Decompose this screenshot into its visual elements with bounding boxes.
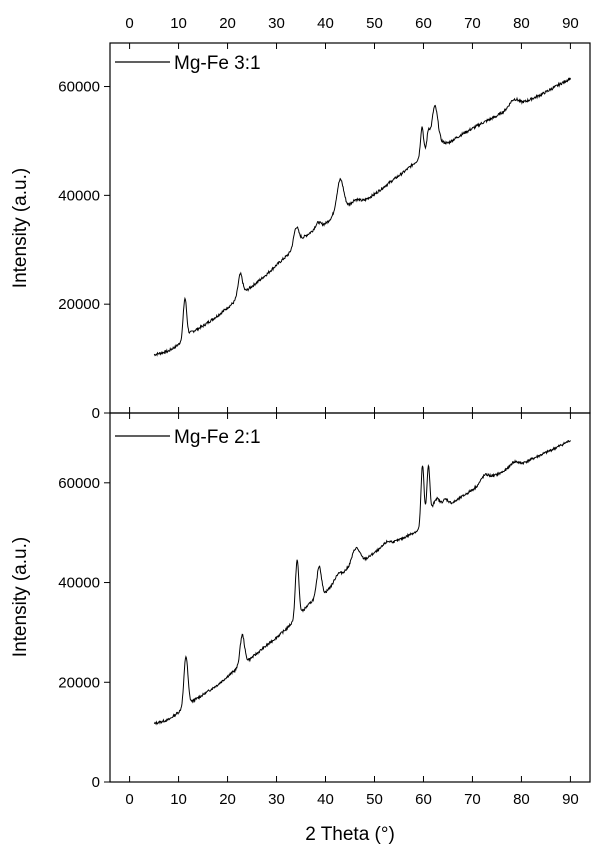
top-y-tick-label: 60000: [58, 79, 100, 96]
top-legend-label: Mg-Fe 3:1: [174, 53, 261, 74]
top-x-tick-label: 0: [125, 15, 133, 32]
bottom-y-tick-label: 0: [92, 774, 100, 791]
bottom-y-tick-label: 40000: [58, 575, 100, 592]
bottom-y-axis-title: Intensity (a.u.): [10, 537, 31, 657]
bottom-x-tick-label: 80: [513, 791, 530, 808]
top-y-axis-title: Intensity (a.u.): [10, 168, 31, 288]
bottom-y-tick-label: 60000: [58, 475, 100, 492]
top-x-tick-label: 30: [268, 15, 285, 32]
bottom-x-tick-label: 50: [366, 791, 383, 808]
bottom-x-tick-label: 0: [125, 791, 133, 808]
top-x-tick-label: 20: [219, 15, 236, 32]
bottom-x-tick-label: 20: [219, 791, 236, 808]
top-x-tick-label: 10: [170, 15, 187, 32]
bottom-x-tick-label: 30: [268, 791, 285, 808]
top-x-axis-ticks: 0 10 20 30 40 50 60 70 80 90: [125, 15, 579, 413]
top-x-tick-label: 90: [562, 15, 579, 32]
bottom-x-tick-label: 40: [317, 791, 334, 808]
bottom-plot-frame: [109, 412, 591, 783]
top-x-tick-label: 80: [513, 15, 530, 32]
top-x-tick-label: 50: [366, 15, 383, 32]
bottom-y-tick-label: 20000: [58, 674, 100, 691]
bottom-y-axis-ticks: 0 20000 40000 60000: [58, 475, 110, 791]
series-line-mg-fe-2-1: [153, 440, 571, 726]
top-x-tick-label: 70: [464, 15, 481, 32]
bottom-x-tick-label: 90: [562, 791, 579, 808]
top-y-tick-label: 40000: [58, 187, 100, 204]
top-legend: Mg-Fe 3:1: [115, 53, 261, 74]
bottom-legend: Mg-Fe 2:1: [115, 427, 261, 448]
bottom-panel: 0 10 20 30 40 50 60 70 80 90 0 20000 40000 60000 Mg-…: [10, 412, 591, 845]
x-axis-title: 2 Theta (°): [305, 824, 395, 845]
top-plot-frame: [109, 42, 591, 414]
top-y-axis-ticks: 0 20000 40000 60000: [58, 79, 110, 422]
top-x-tick-label: 40: [317, 15, 334, 32]
bottom-x-tick-label: 60: [415, 791, 432, 808]
bottom-x-axis-ticks: 0 10 20 30 40 50 60 70 80 90: [125, 413, 579, 808]
bottom-x-tick-label: 70: [464, 791, 481, 808]
top-panel: 0 10 20 30 40 50 60 70 80 90 0 20000 40000 60000 Mg-…: [10, 15, 591, 422]
top-x-tick-label: 60: [415, 15, 432, 32]
top-y-tick-label: 20000: [58, 296, 100, 313]
bottom-x-tick-label: 10: [170, 791, 187, 808]
series-line-mg-fe-3-1: [153, 77, 571, 357]
bottom-legend-label: Mg-Fe 2:1: [174, 427, 261, 448]
top-y-tick-label: 0: [92, 405, 100, 422]
